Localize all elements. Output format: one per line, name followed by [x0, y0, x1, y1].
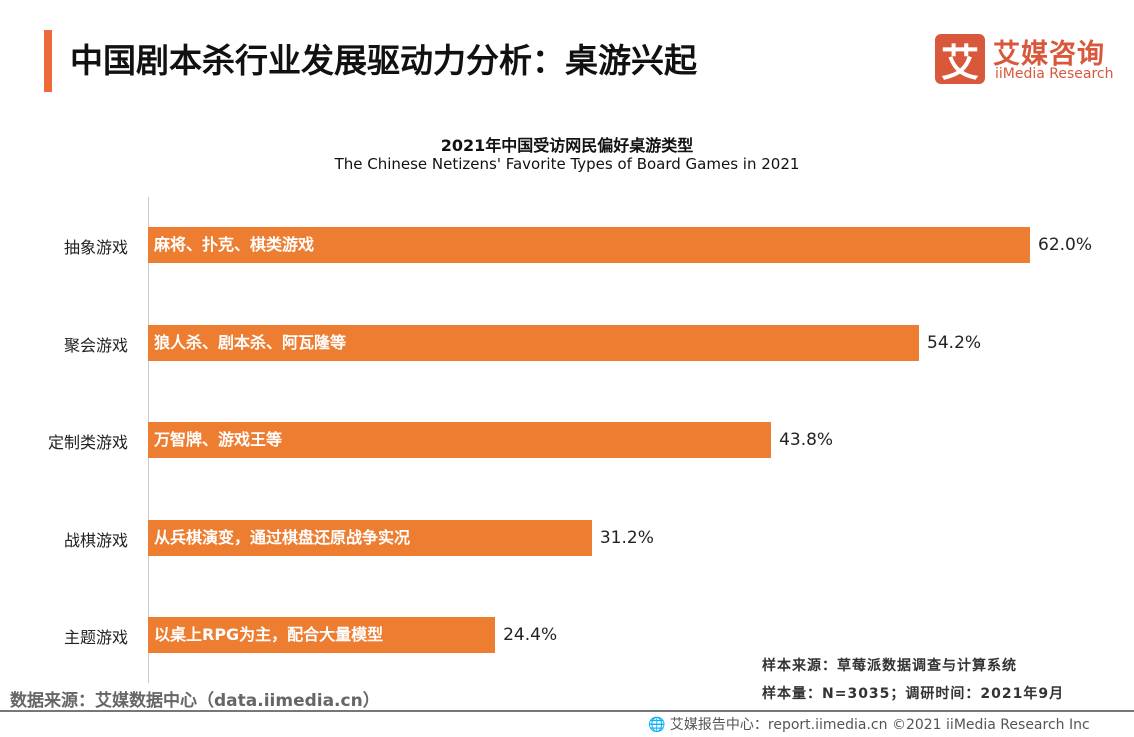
logo-text-en: iiMedia Research: [995, 66, 1114, 82]
sample-source: 样本来源：草莓派数据调查与计算系统: [762, 658, 1017, 674]
bar-description: 从兵棋演变，通过棋盘还原战争实况: [154, 527, 411, 547]
chart-title: 2021年中国受访网民偏好桌游类型: [440, 136, 694, 155]
category-label: 聚会游戏: [63, 335, 128, 355]
footer-divider: [0, 710, 1134, 712]
footer: 🌐 艾媒报告中心：report.iimedia.cn ©2021 iiMedia…: [648, 714, 1090, 734]
bar-description: 以桌上RPG为主，配合大量模型: [154, 625, 384, 644]
value-label: 54.2%: [927, 332, 982, 353]
bar: [148, 324, 920, 361]
globe-icon: 🌐: [648, 717, 666, 733]
category-label: 主题游戏: [63, 628, 128, 647]
footer-text: 艾媒报告中心：report.iimedia.cn ©2021 iiMedia R…: [669, 717, 1090, 733]
sample-size: 样本量：N=3035；调研时间：2021年9月: [762, 686, 1065, 702]
bar: [148, 617, 496, 653]
category-label: 抽象游戏: [63, 238, 128, 257]
data-source: 数据来源：艾媒数据中心（data.iimedia.cn）: [10, 691, 380, 711]
bar-description: 狼人杀、剧本杀、阿瓦隆等: [154, 332, 347, 352]
bar-description: 麻将、扑克、棋类游戏: [154, 235, 315, 254]
logo-icon: 艾: [935, 34, 985, 85]
bar: [148, 519, 592, 556]
value-label: 31.2%: [599, 527, 654, 548]
value-label: 62.0%: [1038, 235, 1093, 255]
page-title: 中国剧本杀行业发展驱动力分析：桌游兴起: [70, 41, 697, 80]
category-label: 定制类游戏: [47, 433, 128, 452]
value-label: 24.4%: [503, 625, 558, 645]
logo-text-cn: 艾媒咨询: [993, 39, 1105, 70]
chart-subtitle: The Chinese Netizens' Favorite Types of …: [334, 155, 800, 173]
category-label: 战棋游戏: [63, 530, 128, 550]
bar-description: 万智牌、游戏王等: [154, 430, 283, 449]
title-accent-bar: [44, 30, 52, 92]
value-label: 43.8%: [779, 430, 834, 450]
bar: [148, 422, 772, 458]
bar: [148, 227, 1030, 263]
